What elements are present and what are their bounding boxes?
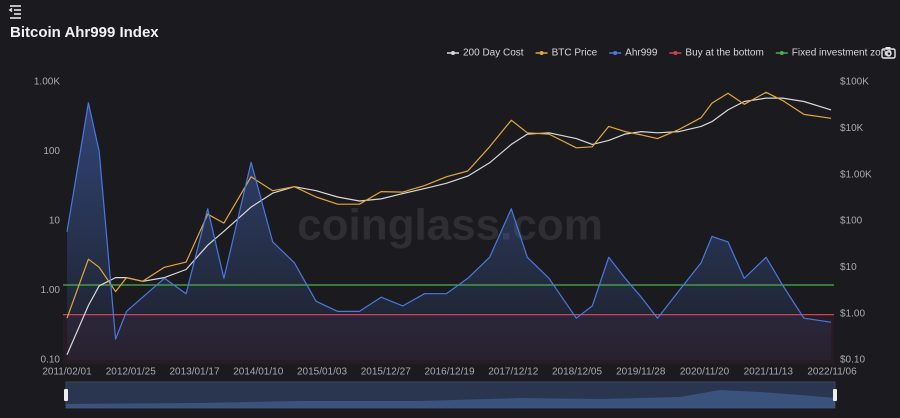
x-tick-label: 2018/12/05 <box>552 367 602 378</box>
legend-label: BTC Price <box>552 48 598 59</box>
legend-item[interactable]: Buy at the bottom <box>669 48 764 59</box>
y2-tick-label: $100 <box>840 216 863 227</box>
screenshot-button[interactable] <box>881 47 896 59</box>
legend-dot <box>779 51 784 55</box>
y2-tick-label: $100K <box>840 77 869 88</box>
legend-item[interactable]: Fixed investment zone <box>775 48 892 59</box>
y-tick-label: 0.10 <box>41 355 61 366</box>
legend-dot <box>613 51 618 55</box>
y-tick-label: 10 <box>49 216 61 227</box>
x-tick-label: 2015/01/03 <box>297 367 347 378</box>
x-tick-label: 2012/01/25 <box>106 367 156 378</box>
ahr999-area <box>67 102 832 361</box>
x-tick-label: 2015/12/27 <box>361 367 411 378</box>
x-tick-label: 2016/12/19 <box>424 367 474 378</box>
legend-label: Buy at the bottom <box>685 48 763 59</box>
navigator[interactable] <box>64 381 837 409</box>
series-line <box>66 91 832 319</box>
legend-dot <box>539 51 544 55</box>
legend-item[interactable]: BTC Price <box>535 48 598 59</box>
y2-tick-label: $10 <box>840 262 857 273</box>
x-tick-label: 2021/11/13 <box>744 367 794 378</box>
x-tick-label: 2011/02/01 <box>42 367 92 378</box>
x-tick-label: 2013/01/17 <box>169 367 219 378</box>
legend-item[interactable]: Ahr999 <box>609 48 658 59</box>
x-tick-label: 2019/11/28 <box>616 367 666 378</box>
legend-label: 200 Day Cost <box>463 48 524 59</box>
y-tick-label: 1.00K <box>34 77 60 88</box>
x-tick-label: 2020/11/20 <box>680 367 730 378</box>
x-tick-label: 2014/01/10 <box>233 367 283 378</box>
watermark: coinglass.com <box>297 201 603 250</box>
y-tick-label: 1.00 <box>41 285 61 296</box>
legend-label: Ahr999 <box>625 48 658 59</box>
legend-item[interactable]: 200 Day Cost <box>447 48 524 59</box>
series-line <box>66 97 832 355</box>
chart-title: Bitcoin Ahr999 Index <box>10 24 159 41</box>
x-tick-label: 2022/11/06 <box>807 367 857 378</box>
legend-dot <box>673 51 678 55</box>
series-line <box>66 102 832 340</box>
legend-label: Fixed investment zone <box>792 48 892 59</box>
x-tick-label: 2017/12/12 <box>488 367 538 378</box>
y2-tick-label: $10K <box>840 123 864 134</box>
y2-tick-label: $0.10 <box>840 355 865 366</box>
y2-tick-label: $1.00K <box>840 169 872 180</box>
y2-tick-label: $1.00 <box>840 308 865 319</box>
menu-icon[interactable] <box>8 5 21 19</box>
legend-dot <box>451 51 455 55</box>
y-tick-label: 100 <box>43 146 60 157</box>
